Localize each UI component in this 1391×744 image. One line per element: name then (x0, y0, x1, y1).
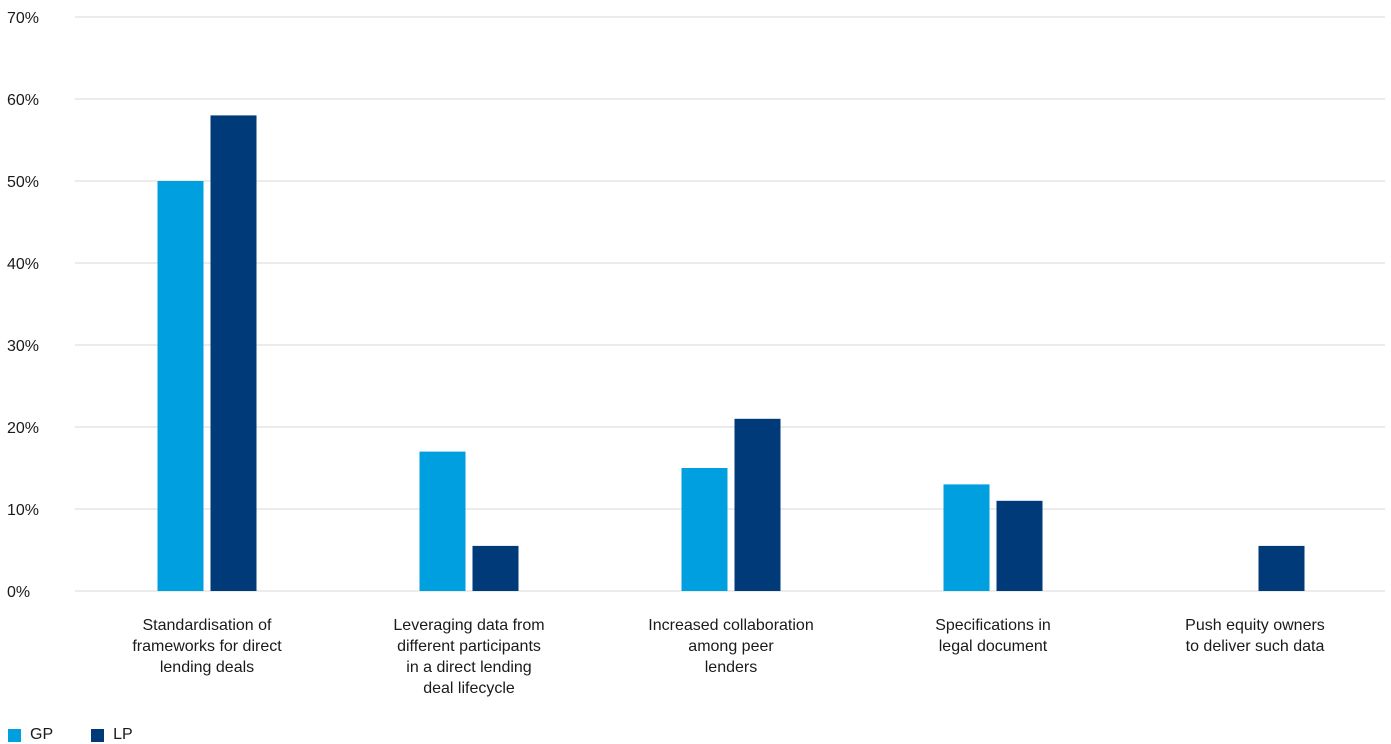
category-labels: Standardisation of frameworks for direct l… (132, 617, 1325, 697)
legend-swatch-lp (91, 729, 104, 742)
bar-lp-3 (997, 501, 1043, 591)
y-tick-label: 50% (7, 174, 39, 191)
y-tick-label: 20% (7, 420, 39, 437)
category-label: Standardisation of frameworks for direct l… (132, 617, 282, 676)
legend-label-gp: GP (30, 727, 53, 743)
bar-lp-1 (473, 546, 519, 591)
y-tick-label: 0% (7, 584, 30, 601)
legend-item-lp: LP (91, 727, 133, 743)
bar-lp-0 (211, 115, 257, 591)
bar-gp-1 (420, 452, 466, 591)
y-tick-label: 10% (7, 502, 39, 519)
category-label: Leveraging data from different participan… (393, 617, 544, 697)
category-label: Push equity owners to deliver such data (1185, 617, 1325, 655)
gridlines (75, 17, 1385, 591)
bars (158, 115, 1305, 591)
legend: GP LP (8, 727, 133, 743)
legend-swatch-gp (8, 729, 21, 742)
bar-lp-2 (735, 419, 781, 591)
bar-gp-2 (682, 468, 728, 591)
y-tick-label: 30% (7, 338, 39, 355)
legend-item-gp: GP (8, 727, 53, 743)
y-tick-label: 40% (7, 256, 39, 273)
category-label: Specifications in legal document (935, 617, 1051, 655)
category-label: Increased collaboration among peer lenders (648, 617, 813, 676)
y-tick-label: 60% (7, 92, 39, 109)
y-tick-label: 70% (7, 10, 39, 27)
y-axis-ticks: 0% 10% 20% 30% 40% 50% 60% 70% (7, 10, 39, 601)
bar-lp-4 (1259, 546, 1305, 591)
bar-gp-3 (944, 484, 990, 591)
bar-gp-0 (158, 181, 204, 591)
legend-label-lp: LP (113, 727, 133, 743)
